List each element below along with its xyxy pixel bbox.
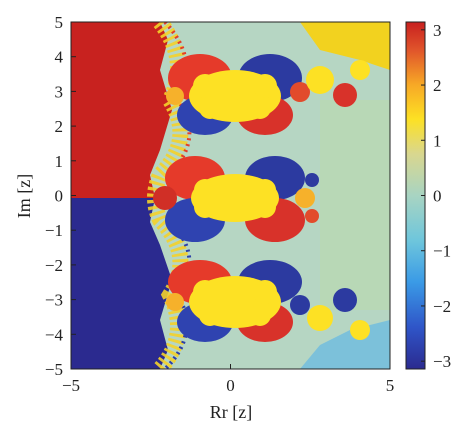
y-tick-label: 4 xyxy=(55,48,64,67)
x-tick-label: 5 xyxy=(386,376,395,395)
fractal-blob-bottom xyxy=(166,260,370,342)
heatmap xyxy=(71,22,390,369)
y-tick-label: 5 xyxy=(55,13,64,32)
y-tick-label: 2 xyxy=(55,117,64,136)
right-region xyxy=(320,100,390,310)
fractal-blob-top xyxy=(166,54,370,135)
x-tick-label: 0 xyxy=(226,376,235,395)
x-axis: −5 0 5 xyxy=(62,364,394,395)
fractal-blob-middle xyxy=(153,156,319,242)
colorbar-axis: 3 2 1 0 −1 −2 −3 xyxy=(421,21,451,371)
colorbar-tick-label: −3 xyxy=(433,352,451,371)
y-tick-label: 3 xyxy=(55,82,64,101)
y-axis-label: Im [z] xyxy=(14,174,34,218)
y-tick-label: 1 xyxy=(55,152,64,171)
colorbar-tick-label: 1 xyxy=(433,131,442,150)
left-lower-region xyxy=(71,198,172,369)
colorbar-tick-label: 2 xyxy=(433,76,442,95)
y-tick-label: −3 xyxy=(45,291,63,310)
y-tick-label: −5 xyxy=(45,360,63,379)
x-axis-label: Rr [z] xyxy=(210,402,252,422)
left-upper-region xyxy=(71,22,172,198)
y-tick-label: −2 xyxy=(45,256,63,275)
y-tick-label: −4 xyxy=(45,325,64,344)
colorbar-tick-label: −2 xyxy=(433,297,451,316)
x-tick-label: −5 xyxy=(62,376,80,395)
y-tick-label: 0 xyxy=(55,187,64,206)
y-axis: 5 4 3 2 1 0 −1 −2 −3 −4 −5 xyxy=(45,13,76,379)
colorbar-tick-label: 3 xyxy=(433,21,442,40)
colorbar-tick-label: 0 xyxy=(433,187,442,206)
top-right-region xyxy=(300,22,390,70)
y-tick-label: −1 xyxy=(45,221,63,240)
colorbar-tick-label: −1 xyxy=(433,242,451,261)
